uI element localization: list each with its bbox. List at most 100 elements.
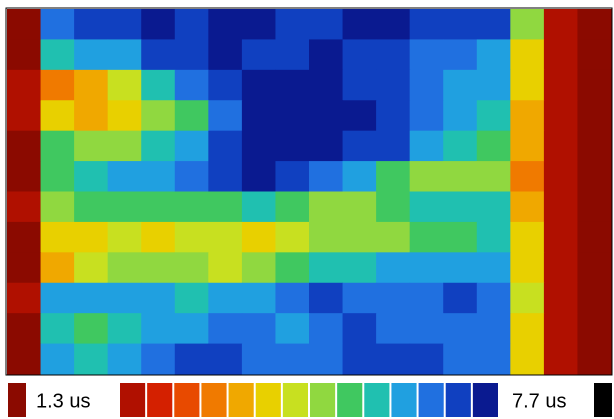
heatmap-cell bbox=[208, 282, 243, 314]
heatmap-cell bbox=[342, 282, 377, 314]
heatmap-cell bbox=[376, 39, 411, 71]
heatmap-cell bbox=[107, 252, 142, 284]
colorbar-swatch bbox=[310, 383, 336, 417]
heatmap-cell bbox=[241, 39, 276, 71]
heatmap-cell bbox=[275, 9, 310, 40]
heatmap-cell bbox=[275, 221, 310, 253]
heatmap-cell bbox=[409, 343, 444, 375]
heatmap-cell bbox=[7, 313, 42, 345]
heatmap-cell bbox=[7, 282, 42, 314]
heatmap-cell bbox=[107, 282, 142, 314]
heatmap-cell bbox=[309, 221, 344, 253]
heatmap-cell bbox=[74, 252, 109, 284]
heatmap-cell bbox=[74, 9, 109, 40]
heatmap-cell bbox=[443, 282, 478, 314]
colorbar-swatch bbox=[391, 383, 417, 417]
colorbar-swatch bbox=[255, 383, 281, 417]
heatmap-cell bbox=[409, 161, 444, 192]
heatmap-cell bbox=[74, 282, 109, 314]
heatmap-cell bbox=[476, 130, 511, 162]
heatmap-cell bbox=[241, 9, 276, 40]
heatmap-cell bbox=[443, 130, 478, 162]
heatmap-cell bbox=[174, 282, 209, 314]
heatmap-cell bbox=[443, 39, 478, 71]
heatmap-cell bbox=[141, 252, 176, 284]
heatmap-cell bbox=[241, 100, 276, 132]
heatmap-cell bbox=[510, 130, 545, 162]
colorbar-min-label: 1.3 us bbox=[36, 390, 90, 412]
colorbar-swatch bbox=[147, 383, 173, 417]
heatmap-cell bbox=[174, 9, 209, 40]
heatmap-cell bbox=[208, 130, 243, 162]
heatmap-cell bbox=[476, 313, 511, 345]
heatmap-cell bbox=[107, 130, 142, 162]
heatmap-cell bbox=[7, 252, 42, 284]
heatmap-cell bbox=[208, 100, 243, 132]
heatmap-cell bbox=[543, 343, 578, 375]
heatmap-cell bbox=[309, 69, 344, 101]
colorbar-swatch bbox=[120, 383, 146, 417]
heatmap-cell bbox=[174, 313, 209, 345]
heatmap-cell bbox=[309, 100, 344, 132]
heatmap-cell bbox=[208, 313, 243, 345]
heatmap-cell bbox=[376, 9, 411, 40]
heatmap-cell bbox=[7, 39, 42, 71]
heatmap-cell bbox=[208, 69, 243, 101]
heatmap-cell bbox=[174, 343, 209, 375]
heatmap-cell bbox=[309, 39, 344, 71]
colorbar-swatch bbox=[201, 383, 227, 417]
heatmap-cell bbox=[376, 252, 411, 284]
heatmap-cell bbox=[174, 69, 209, 101]
heatmap-cell bbox=[409, 100, 444, 132]
heatmap-cell bbox=[543, 39, 578, 71]
heatmap-cell bbox=[275, 252, 310, 284]
heatmap-cell bbox=[577, 191, 612, 223]
heatmap-cell bbox=[476, 69, 511, 101]
heatmap-cell bbox=[241, 282, 276, 314]
heatmap-cell bbox=[241, 69, 276, 101]
heatmap-cell bbox=[376, 282, 411, 314]
heatmap-cell bbox=[275, 313, 310, 345]
heatmap-cell bbox=[376, 161, 411, 192]
heatmap-cell bbox=[342, 313, 377, 345]
heatmap-cell bbox=[40, 343, 75, 375]
heatmap-cell bbox=[342, 252, 377, 284]
heatmap-cell bbox=[376, 191, 411, 223]
heatmap-cell bbox=[309, 282, 344, 314]
heatmap-cell bbox=[141, 282, 176, 314]
heatmap-cell bbox=[40, 221, 75, 253]
heatmap-cell bbox=[241, 191, 276, 223]
heatmap-cell bbox=[74, 221, 109, 253]
heatmap-cell bbox=[577, 9, 612, 40]
colorbar-swatch bbox=[228, 383, 254, 417]
heatmap-cell bbox=[443, 9, 478, 40]
heatmap-cell bbox=[40, 130, 75, 162]
heatmap-cell bbox=[309, 161, 344, 192]
heatmap-cell bbox=[443, 221, 478, 253]
heatmap-cell bbox=[275, 343, 310, 375]
heatmap-cell bbox=[476, 343, 511, 375]
heatmap-cell bbox=[107, 39, 142, 71]
heatmap-cell bbox=[543, 69, 578, 101]
colorbar-swatch bbox=[445, 383, 471, 417]
heatmap-cell bbox=[409, 130, 444, 162]
heatmap-cell bbox=[74, 191, 109, 223]
heatmap-cell bbox=[342, 130, 377, 162]
heatmap-cell bbox=[40, 100, 75, 132]
heatmap-cell bbox=[74, 130, 109, 162]
heatmap-cell bbox=[577, 343, 612, 375]
heatmap-cell bbox=[174, 130, 209, 162]
heatmap-cell bbox=[7, 161, 42, 192]
heatmap-cell bbox=[141, 343, 176, 375]
heatmap-cell bbox=[309, 191, 344, 223]
heatmap-cell bbox=[107, 313, 142, 345]
heatmap-cell bbox=[309, 313, 344, 345]
heatmap-cell bbox=[342, 343, 377, 375]
heatmap-cell bbox=[241, 221, 276, 253]
heatmap-cell bbox=[577, 252, 612, 284]
heatmap-cell bbox=[342, 69, 377, 101]
heatmap-cell bbox=[40, 161, 75, 192]
heatmap-cell bbox=[577, 221, 612, 253]
heatmap-cell bbox=[443, 191, 478, 223]
